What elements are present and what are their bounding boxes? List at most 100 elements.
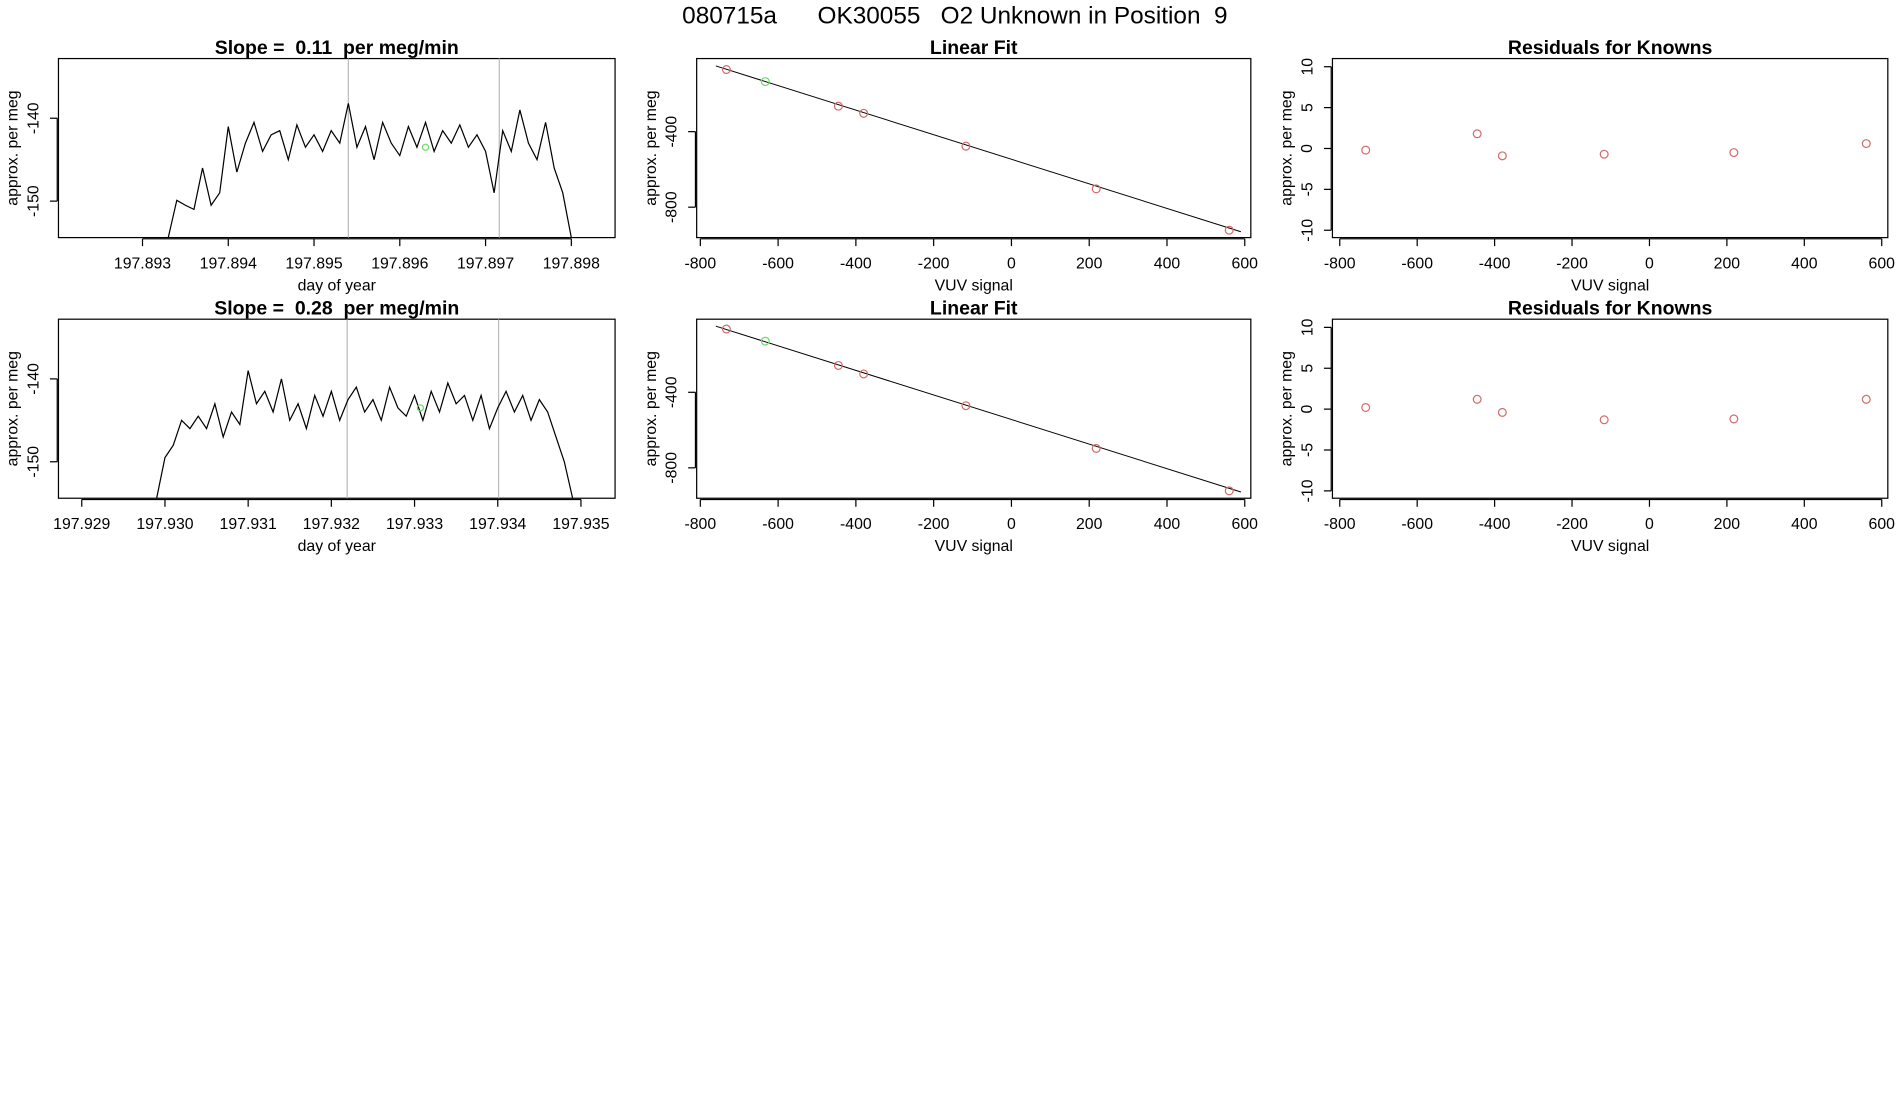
highlight-point — [416, 404, 425, 412]
point — [721, 324, 731, 334]
x-axis-label: VUV signal — [1571, 538, 1649, 555]
point — [1861, 139, 1871, 149]
x-tick-label: 200 — [1714, 516, 1741, 533]
y-tick-label: -400 — [663, 376, 680, 408]
x-tick-label: 400 — [1791, 256, 1818, 273]
data-line — [156, 370, 574, 499]
x-tick-label: 197.935 — [552, 516, 609, 533]
x-tick-label: -200 — [1556, 256, 1588, 273]
x-tick-label: -400 — [1479, 516, 1511, 533]
y-tick-label: -5 — [1299, 443, 1316, 457]
x-tick-label: 0 — [1645, 256, 1654, 273]
panel-title: Linear Fit — [930, 37, 1018, 59]
y-axis-label: approx. per meg — [5, 90, 22, 205]
x-tick-label: 200 — [1714, 256, 1741, 273]
panel: Linear Fit -800 -600 -400 -200 0 200 400 600 VUV … — [643, 298, 1258, 556]
point — [1497, 151, 1507, 161]
y-axis-label: approx. per meg — [1279, 90, 1296, 205]
panel-title: Linear Fit — [930, 298, 1018, 320]
panel: Residuals for Knowns -800 -600 -400 -200 0 200… — [1279, 298, 1896, 556]
x-tick-label: -800 — [1324, 256, 1356, 273]
x-tick-label: 197.929 — [53, 516, 110, 533]
x-tick-label: -400 — [840, 256, 872, 273]
x-tick-label: -400 — [840, 516, 872, 533]
x-tick-label: 197.932 — [303, 516, 360, 533]
panel-title: Residuals for Knowns — [1508, 37, 1713, 59]
x-tick-label: 600 — [1869, 516, 1896, 533]
x-tick-label: 200 — [1076, 256, 1103, 273]
y-tick-label: -10 — [1299, 219, 1316, 242]
x-tick-label: 197.897 — [457, 256, 514, 273]
fit-line — [715, 65, 1242, 233]
plot-area — [715, 65, 1242, 235]
x-tick-label: 197.934 — [469, 516, 526, 533]
y-tick-label: 10 — [1299, 58, 1316, 76]
y-tick-label: -800 — [663, 191, 680, 223]
x-axis-label: day of year — [298, 278, 377, 295]
point — [1361, 145, 1371, 155]
x-tick-label: 600 — [1869, 256, 1896, 273]
x-tick-label: 0 — [1645, 516, 1654, 533]
point — [833, 360, 843, 370]
point — [1091, 184, 1101, 194]
x-tick-label: 197.894 — [200, 256, 257, 273]
point — [1497, 407, 1507, 417]
x-tick-label: -800 — [684, 256, 716, 273]
plot-box — [1331, 57, 1889, 239]
plot-box — [696, 57, 1252, 239]
y-tick-label: -400 — [663, 116, 680, 148]
point — [1729, 148, 1739, 158]
x-tick-label: -800 — [1324, 516, 1356, 533]
plot-area — [156, 319, 574, 499]
point — [859, 369, 869, 379]
plot-area — [715, 324, 1242, 496]
data-line — [167, 103, 572, 238]
highlight-point — [421, 143, 430, 151]
x-tick-label: -200 — [918, 516, 950, 533]
fit-line — [715, 325, 1242, 493]
x-tick-label: 197.933 — [386, 516, 443, 533]
y-tick-label: 5 — [1299, 364, 1316, 373]
panel: Linear Fit -800 -600 -400 -200 0 200 400 600 VUV … — [643, 37, 1258, 295]
panel-title: Slope = 0.11 per meg/min — [215, 37, 459, 59]
x-tick-label: 400 — [1154, 516, 1181, 533]
x-tick-label: 197.893 — [114, 256, 171, 273]
point — [961, 141, 971, 151]
plot-box — [57, 57, 616, 239]
x-tick-label: 0 — [1007, 516, 1016, 533]
x-axis-label: day of year — [298, 538, 377, 555]
plot-box — [57, 318, 616, 499]
panel: Residuals for Knowns -800 -600 -400 -200 0 200… — [1279, 37, 1896, 295]
point — [833, 101, 843, 111]
x-axis-label: VUV signal — [935, 278, 1013, 295]
point — [1599, 149, 1609, 159]
y-tick-label: 5 — [1299, 103, 1316, 112]
y-tick-label: -140 — [25, 363, 42, 395]
point — [1091, 443, 1101, 453]
x-tick-label: 400 — [1791, 516, 1818, 533]
point — [1224, 225, 1234, 235]
y-axis-label: approx. per meg — [5, 351, 22, 466]
x-tick-label: -200 — [918, 256, 950, 273]
plot-area — [1361, 129, 1871, 161]
point — [859, 108, 869, 118]
y-tick-label: 0 — [1299, 405, 1316, 414]
point — [1729, 414, 1739, 424]
x-tick-label: 197.898 — [543, 256, 600, 273]
x-axis-label: VUV signal — [1571, 278, 1649, 295]
y-tick-label: 0 — [1299, 144, 1316, 153]
point — [1861, 394, 1871, 404]
plot-area — [167, 58, 572, 238]
y-axis-label: approx. per meg — [643, 351, 660, 466]
x-tick-label: 600 — [1232, 516, 1259, 533]
x-tick-label: 400 — [1154, 256, 1181, 273]
x-tick-label: -400 — [1479, 256, 1511, 273]
x-tick-label: -800 — [684, 516, 716, 533]
x-tick-label: 197.895 — [285, 256, 342, 273]
x-tick-label: 600 — [1232, 256, 1259, 273]
x-tick-label: 197.931 — [220, 516, 277, 533]
plot-box — [696, 318, 1252, 499]
panel: Slope = 0.28 per meg/min 197.929 197.930 19… — [5, 298, 616, 555]
x-tick-label: -600 — [1401, 256, 1433, 273]
panel-title: Residuals for Knowns — [1508, 298, 1713, 320]
